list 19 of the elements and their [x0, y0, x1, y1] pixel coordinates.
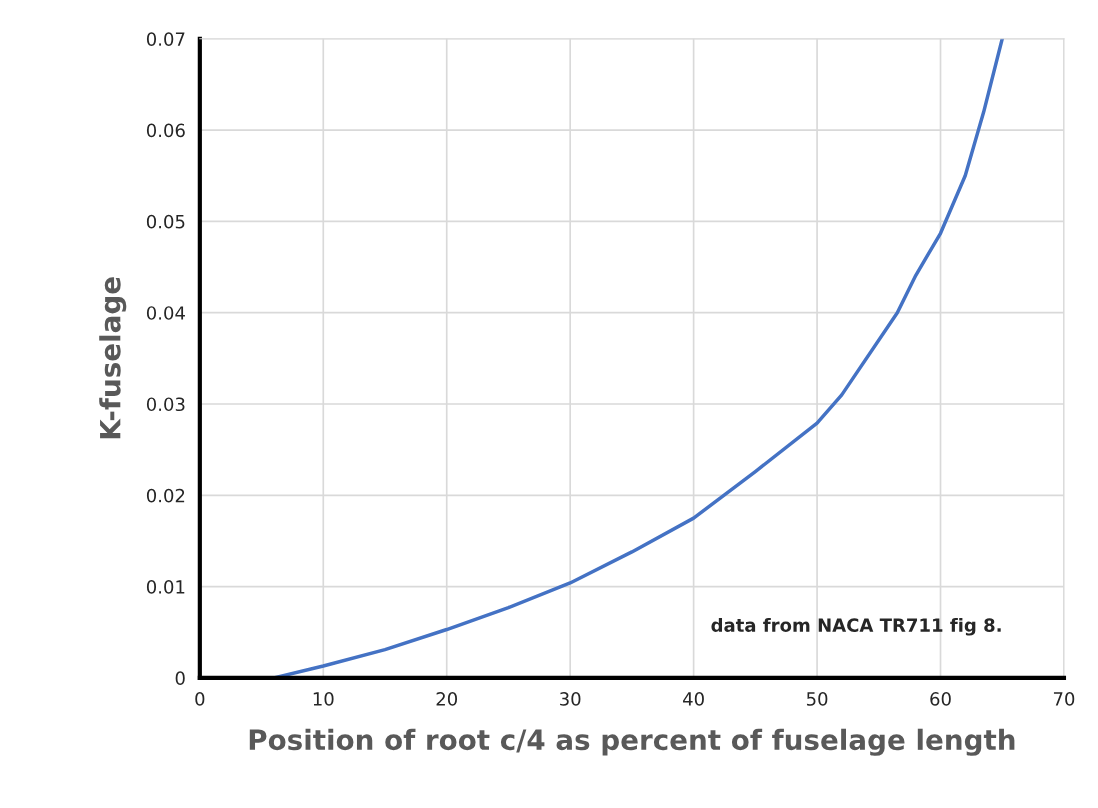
x-tick-label: 30: [560, 692, 581, 706]
x-tick-label: 60: [930, 692, 951, 706]
y-tick-label: 0.07: [146, 32, 185, 46]
y-tick-label: 0.06: [146, 123, 185, 138]
y-axis-title: K-fuselage: [99, 277, 127, 439]
x-tick-label: 20: [436, 692, 458, 706]
x-tick-label: 10: [313, 692, 334, 706]
x-tick-label: 40: [683, 692, 704, 706]
y-tick-label: 0.02: [146, 488, 185, 503]
y-tick-label: 0.05: [146, 214, 185, 229]
y-tick-label: 0.01: [146, 580, 185, 594]
x-tick-label: 50: [806, 692, 828, 706]
y-tick-label: 0: [175, 671, 185, 686]
annotation: data from NACA TR711 fig 8.: [711, 617, 1001, 636]
x-tick-label: 0: [195, 692, 205, 706]
x-tick-label: 70: [1053, 692, 1075, 706]
x-axis-title: Position of root c/4 as percent of fuselage length: [249, 728, 1015, 756]
y-tick-label: 0.04: [146, 306, 185, 320]
y-tick-label: 0.03: [146, 397, 185, 412]
